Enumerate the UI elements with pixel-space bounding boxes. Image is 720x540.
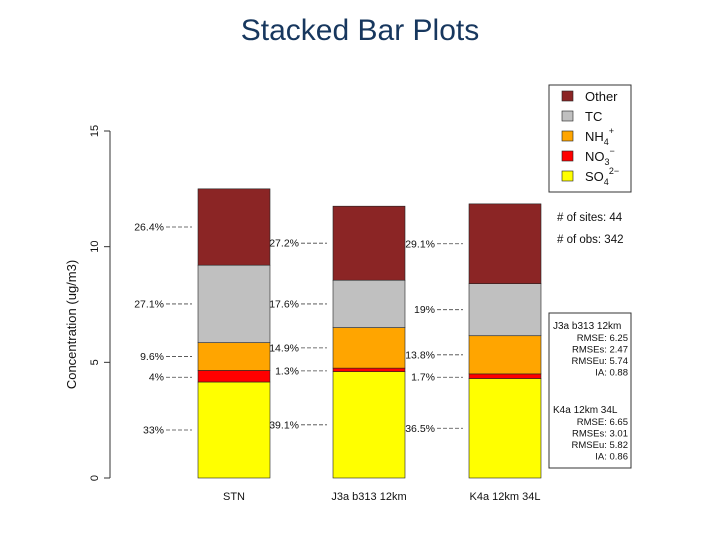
percent-label-K4a_12km_34L-SO4: 36.5% [405, 423, 435, 435]
percent-label-J3a_b313_12km-TC: 17.6% [269, 298, 299, 310]
percent-label-STN-Other: 26.4% [134, 222, 164, 234]
y-tick-label-10: 10 [89, 241, 101, 253]
bar-K4a_12km_34L-NO3 [468, 373, 542, 379]
site-info-line-0: # of sites: 44 [557, 212, 623, 224]
stats-line-1-3: IA: 0.86 [595, 452, 628, 463]
bar-STN-NH4 [197, 342, 271, 371]
site-info-line-1: # of obs: 342 [557, 234, 624, 246]
bars [197, 188, 542, 479]
legend-swatch-TC [561, 110, 574, 122]
bar-STN-Other [197, 188, 271, 266]
bar-K4a_12km_34L-Other [468, 203, 542, 284]
bar-J3a_b313_12km-SO4 [332, 371, 406, 479]
x-tick-labels: STN J3a b313 12km K4a 12km 34L [223, 491, 540, 503]
bar-K4a_12km_34L-TC [468, 283, 542, 337]
legend-swatch-SO4 [561, 170, 574, 182]
x-tick-label-K4a_12km_34L: K4a 12km 34L [470, 491, 541, 503]
percent-label-STN-NO3: 4% [149, 372, 164, 384]
bar-J3a_b313_12km-NH4 [332, 327, 406, 369]
x-tick-label-J3a_b313_12km: J3a b313 12km [331, 491, 406, 503]
stats-line-1-0: RMSE: 6.65 [577, 417, 628, 428]
legend-swatch-Other [561, 90, 574, 102]
x-tick-label-STN: STN [223, 491, 245, 503]
bar-J3a_b313_12km-TC [332, 279, 406, 328]
percent-label-J3a_b313_12km-Other: 27.2% [269, 238, 299, 250]
percent-label-J3a_b313_12km-NH4: 14.9% [269, 342, 299, 354]
percent-labels: 33% 4% 9.6% 27.1% 26.4% 39.1% 1.3% 14.9% 17.6% 27… [134, 222, 463, 436]
stats-header-0: J3a b313 12km [553, 321, 621, 332]
site-info: # of sites: 44 # of obs: 342 [557, 212, 624, 246]
y-axis: 0 5 10 15 [89, 125, 111, 481]
y-tick-label-5: 5 [89, 359, 101, 365]
bar-STN-NO3 [197, 370, 271, 383]
bar-STN-TC [197, 264, 271, 343]
bar-J3a_b313_12km-NO3 [332, 367, 406, 372]
y-axis-label: Concentration (ug/m3) [64, 260, 79, 389]
y-tick-label-0: 0 [89, 475, 101, 481]
stats-line-0-1: RMSEs: 2.47 [572, 345, 628, 356]
legend-swatch-NH4 [561, 130, 574, 142]
stats-line-0-2: RMSEu: 5.74 [572, 356, 629, 367]
percent-label-J3a_b313_12km-SO4: 39.1% [269, 419, 299, 431]
stats-line-1-2: RMSEu: 5.82 [572, 440, 629, 451]
slide-title: Stacked Bar Plots [240, 14, 480, 47]
stats-line-1-1: RMSEs: 3.01 [572, 429, 628, 440]
stats-box-border [548, 312, 632, 469]
legend-label-Other: Other [585, 89, 618, 104]
bar-K4a_12km_34L-SO4 [468, 378, 542, 479]
percent-label-K4a_12km_34L-Other: 29.1% [405, 238, 435, 250]
bar-STN-SO4 [197, 381, 271, 479]
percent-label-STN-NH4: 9.6% [140, 351, 164, 363]
percent-label-J3a_b313_12km-NO3: 1.3% [275, 365, 299, 377]
stats-header-1: K4a 12km 34L [553, 405, 618, 416]
legend-swatch-NO3 [561, 150, 574, 162]
percent-label-K4a_12km_34L-NO3: 1.7% [411, 372, 435, 384]
percent-label-K4a_12km_34L-TC: 19% [414, 304, 435, 316]
y-tick-label-15: 15 [89, 125, 101, 137]
bar-K4a_12km_34L-NH4 [468, 335, 542, 375]
legend-label-TC: TC [585, 109, 602, 124]
bar-J3a_b313_12km-Other [332, 205, 406, 281]
stats-line-0-3: IA: 0.88 [595, 368, 628, 379]
stats-line-0-0: RMSE: 6.25 [577, 333, 628, 344]
percent-label-K4a_12km_34L-NH4: 13.8% [405, 349, 435, 361]
percent-label-STN-SO4: 33% [143, 424, 164, 436]
percent-label-STN-TC: 27.1% [134, 298, 164, 310]
